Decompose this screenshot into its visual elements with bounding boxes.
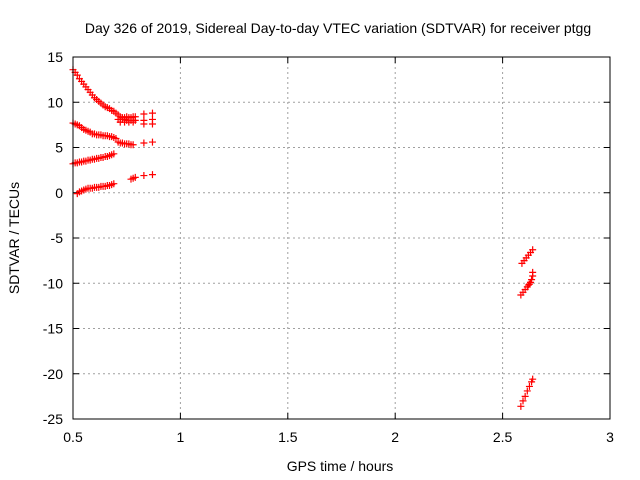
- data-point: [148, 171, 156, 179]
- data-point: [529, 268, 537, 276]
- data-point: [140, 139, 148, 147]
- data-point: [112, 134, 120, 142]
- data-point: [525, 382, 533, 390]
- data-point: [148, 120, 156, 128]
- data-point: [148, 138, 156, 146]
- data-point: [517, 402, 525, 410]
- y-tick-label: 5: [55, 140, 63, 156]
- x-tick-label: 1.5: [278, 429, 298, 445]
- y-tick-label: -20: [43, 366, 63, 382]
- data-point: [140, 120, 148, 128]
- x-tick-label: 0.5: [63, 429, 83, 445]
- data-point: [524, 281, 532, 289]
- data-point: [140, 172, 148, 180]
- data-point: [523, 387, 531, 395]
- x-tick-label: 1: [177, 429, 185, 445]
- y-tick-label: 15: [47, 49, 63, 65]
- y-tick-label: -25: [43, 411, 63, 427]
- y-tick-label: -10: [43, 275, 63, 291]
- data-point: [140, 110, 148, 118]
- y-tick-label: -5: [51, 230, 64, 246]
- data-point: [110, 180, 118, 188]
- data-point: [129, 118, 137, 126]
- y-tick-label: 0: [55, 185, 63, 201]
- x-tick-label: 2.5: [493, 429, 513, 445]
- data-point: [129, 141, 137, 149]
- data-point: [519, 397, 527, 405]
- y-tick-label: 10: [47, 94, 63, 110]
- y-tick-label: -15: [43, 321, 63, 337]
- data-point: [148, 109, 156, 117]
- chart-title: Day 326 of 2019, Sidereal Day-to-day VTE…: [85, 20, 591, 36]
- x-tick-label: 3: [606, 429, 614, 445]
- data-point: [529, 246, 537, 254]
- data-point: [110, 150, 118, 158]
- tick-labels: 0.5 1 1.5 2 2.5 3 -25 -20 -15 -10 -5 0 5 10 15: [43, 49, 614, 445]
- data-point: [131, 173, 139, 181]
- data-points: [69, 66, 537, 410]
- data-point: [521, 392, 529, 400]
- x-axis-label: GPS time / hours: [287, 458, 394, 474]
- data-point: [529, 375, 537, 383]
- x-tick-label: 2: [391, 429, 399, 445]
- plot-frame: [72, 56, 611, 420]
- grid-lines: [73, 57, 610, 419]
- y-axis-label: SDTVAR / TECUs: [6, 182, 22, 294]
- data-point: [73, 71, 81, 79]
